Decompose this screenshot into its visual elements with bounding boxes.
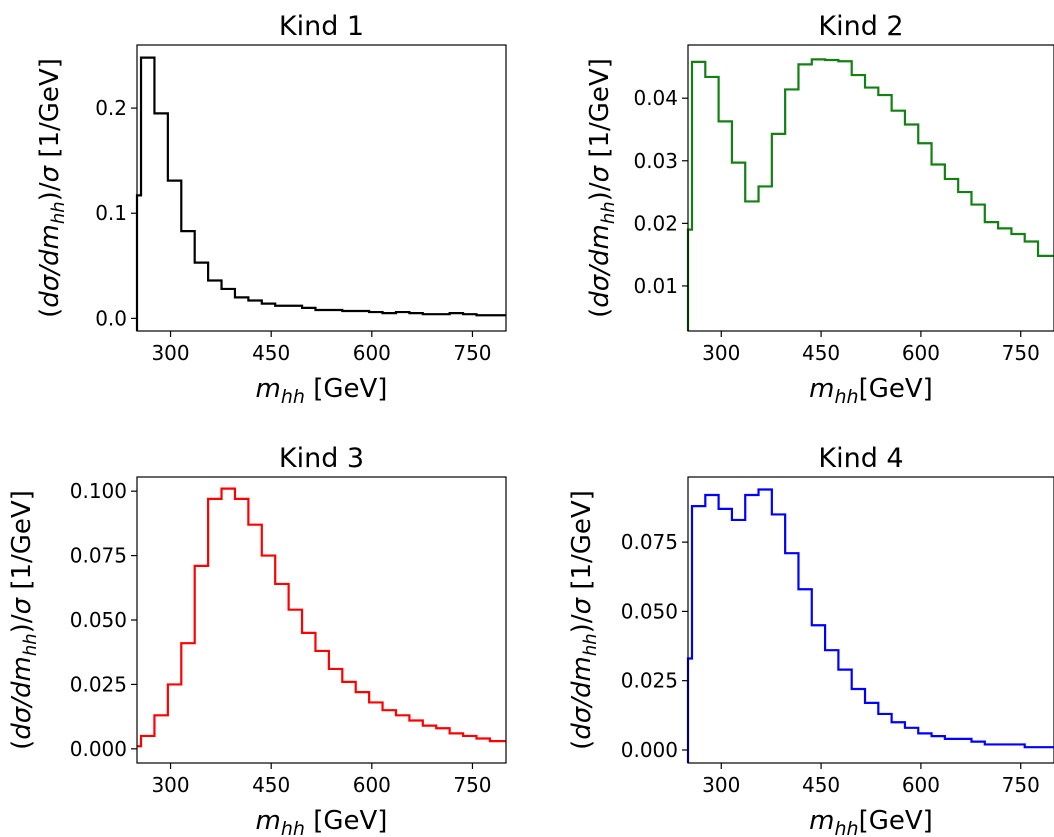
x-axis-label: mhh[GeV] <box>809 374 933 408</box>
plot-frame <box>687 44 1054 332</box>
x-tick-label: 600 <box>353 341 391 365</box>
x-tick-label: 750 <box>1002 341 1040 365</box>
chart-panel-4: Kind 4 300 450 600 750 0.000 0.025 0.050 0.075 mh… <box>567 443 1054 837</box>
x-tick-label: 750 <box>453 341 491 365</box>
x-tick-label: 300 <box>702 773 740 797</box>
histogram-series <box>686 58 1054 331</box>
y-axis-label: (dσ/dmhh)/σ [1/GeV] <box>7 490 41 750</box>
x-tick-label: 600 <box>902 773 940 797</box>
y-tick-label: 0.1 <box>95 201 127 225</box>
y-tick-label: 0.025 <box>70 672 127 696</box>
x-tick-label: 450 <box>252 773 290 797</box>
x-tick-label: 600 <box>353 773 391 797</box>
x-tick-label: 300 <box>702 341 740 365</box>
y-tick-label: 0.2 <box>95 96 127 120</box>
histogram-series <box>686 488 1054 763</box>
chart-title: Kind 2 <box>818 11 903 42</box>
x-axis-label: mhh [GeV] <box>256 806 388 837</box>
x-tick-label: 750 <box>1002 773 1040 797</box>
y-tick-label: 0.100 <box>70 479 127 503</box>
x-tick-label: 750 <box>453 773 491 797</box>
y-axis-label: (dσ/dmhh)/σ [1/GeV] <box>567 490 601 750</box>
y-tick-label: 0.03 <box>633 149 678 173</box>
histogram-series <box>135 56 506 331</box>
chart-title: Kind 4 <box>818 443 903 474</box>
x-tick-label: 300 <box>151 773 189 797</box>
x-axis-label: mhh [GeV] <box>256 374 388 408</box>
y-tick-label: 0.02 <box>633 211 678 235</box>
y-axis-label: (dσ/dmhh)/σ [1/GeV] <box>35 58 69 318</box>
histogram-series <box>137 487 506 748</box>
x-tick-label: 450 <box>252 341 290 365</box>
x-tick-label: 600 <box>902 341 940 365</box>
chart-title: Kind 3 <box>279 443 364 474</box>
plot-frame <box>136 44 507 332</box>
y-tick-label: 0.04 <box>633 86 678 110</box>
x-tick-label: 300 <box>151 341 189 365</box>
y-tick-label: 0.075 <box>621 530 678 554</box>
y-tick-label: 0.050 <box>621 599 678 623</box>
y-tick-label: 0.0 <box>95 306 127 330</box>
y-tick-label: 0.000 <box>621 738 678 762</box>
plot-frame <box>687 476 1054 764</box>
x-tick-label: 450 <box>802 341 840 365</box>
chart-panel-3: Kind 3 300 450 600 750 0.000 0.025 0.050 0.075 0.… <box>7 443 507 837</box>
plot-frame <box>136 476 507 764</box>
x-tick-label: 450 <box>802 773 840 797</box>
chart-title: Kind 1 <box>279 11 364 42</box>
x-axis-label: mhh[GeV] <box>809 806 933 837</box>
chart-panel-2: Kind 2 300 450 600 750 0.01 0.02 0.03 0.04 mhh[Ge… <box>585 11 1054 408</box>
y-tick-label: 0.01 <box>633 274 678 298</box>
y-tick-label: 0.000 <box>70 737 127 761</box>
y-tick-label: 0.025 <box>621 669 678 693</box>
y-tick-label: 0.075 <box>70 544 127 568</box>
y-tick-label: 0.050 <box>70 608 127 632</box>
chart-panel-1: Kind 1 300 450 600 750 0.0 0.1 0.2 mhh [GeV] (dσ/… <box>35 11 507 408</box>
y-axis-label: (dσ/dmhh)/σ [1/GeV] <box>585 58 619 318</box>
